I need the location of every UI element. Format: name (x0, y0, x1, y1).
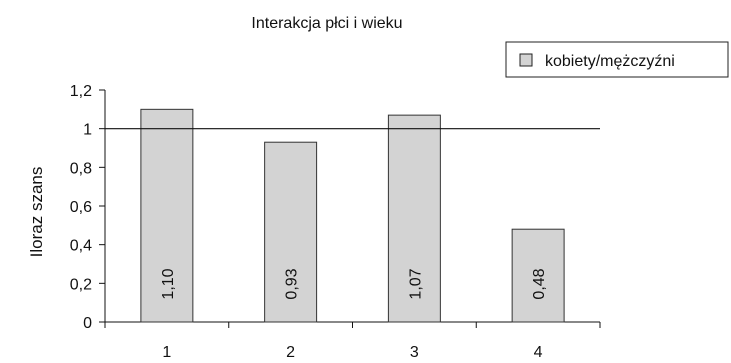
bar-data-label: 1,07 (407, 268, 424, 299)
chart-title: Interakcja płci i wieku (251, 15, 402, 32)
bar-data-label: 0,48 (531, 268, 548, 299)
x-tick-label: 4 (534, 344, 543, 358)
legend: kobiety/mężczyźni (505, 41, 729, 78)
x-tick-label: 2 (286, 344, 295, 358)
bar (387, 114, 441, 323)
legend-frame (505, 41, 729, 78)
y-tick-label: 0,4 (70, 238, 92, 255)
bar-data-label: 0,93 (284, 268, 301, 299)
y-tick-label: 0,8 (70, 160, 92, 177)
y-tick-label: 0 (83, 315, 92, 332)
bar (140, 108, 194, 323)
y-tick-label: 0,2 (70, 276, 92, 293)
y-axis-label: Iloraz szans (27, 167, 46, 258)
bar-data-label: 1,10 (160, 268, 177, 299)
x-tick-label: 3 (410, 344, 419, 358)
plot-area: 0 0,2 0,4 0,6 0,8 1 1,2 1 1,10 2 0,93 3 1,07 4 0,48 (70, 83, 601, 361)
legend-label: kobiety/mężczyźni (545, 53, 675, 70)
y-tick-label: 1 (83, 122, 92, 139)
y-tick-label: 0,6 (70, 199, 92, 216)
bar (511, 228, 565, 323)
bar (264, 141, 318, 323)
x-tick-label: 1 (162, 344, 171, 358)
legend-swatch (519, 53, 533, 67)
y-tick-label: 1,2 (70, 83, 92, 100)
